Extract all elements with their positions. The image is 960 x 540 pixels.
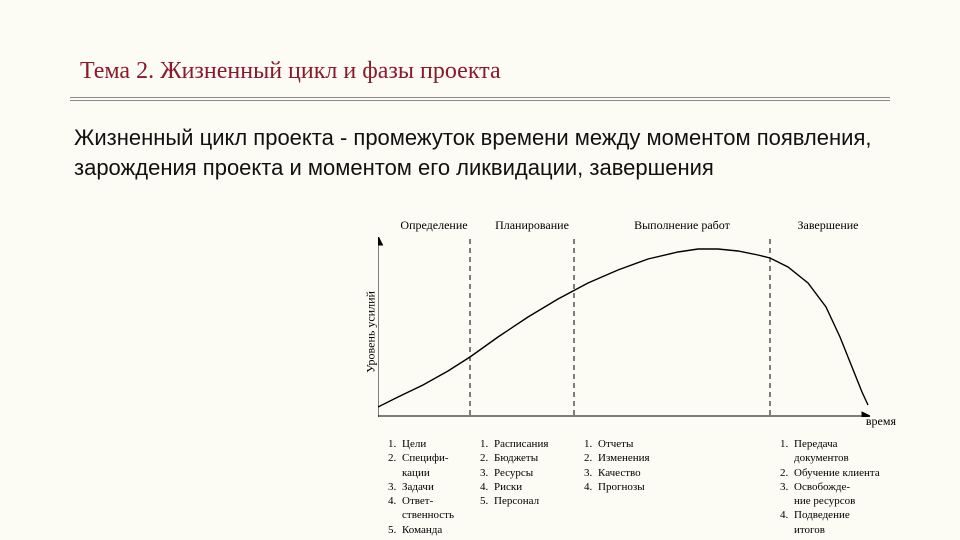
list-item: 4.Прогнозы [584,480,770,494]
list-item: 3.Качество [584,466,770,480]
chart-plot-area: Уровень усилий время [330,237,890,427]
list-item: 1.Цели [388,437,470,451]
chart-svg [378,237,876,417]
phase-header-row: Определение Планирование Выполнение рабо… [330,218,890,233]
phase-list-col: 1.Расписания2.Бюджеты3.Ресурсы4.Риски5.П… [480,437,584,537]
y-axis-label: Уровень усилий [363,291,378,373]
list-item: 5.Персонал [480,494,574,508]
phase-header: Завершение [780,218,876,233]
list-item: 2.Обучение клиента [780,466,880,480]
phase-header: Планирование [480,218,584,233]
phase-header: Выполнение работ [584,218,780,233]
page-title: Тема 2. Жизненный цикл и фазы проекта [0,0,960,97]
list-item: 4.Ответ- ственность [388,494,470,523]
list-item: 3.Задачи [388,480,470,494]
list-item: 2.Изменения [584,451,770,465]
list-item: 2.Бюджеты [480,451,574,465]
phase-header: Определение [388,218,480,233]
list-item: 1.Расписания [480,437,574,451]
list-item: 3.Освобожде- ние ресурсов [780,480,880,509]
phase-list-col: 1.Передача документов2.Обучение клиента3… [780,437,890,537]
list-item: 1.Отчеты [584,437,770,451]
list-item: 3.Ресурсы [480,466,574,480]
phase-list-col: 1.Цели2.Специфи- кации3.Задачи4.Ответ- с… [388,437,480,537]
list-item: 5.Команда [388,523,470,537]
phase-lists: 1.Цели2.Специфи- кации3.Задачи4.Ответ- с… [330,437,890,537]
lifecycle-chart: Определение Планирование Выполнение рабо… [330,218,890,537]
phase-list-col: 1.Отчеты2.Изменения3.Качество4.Прогнозы [584,437,780,537]
list-item: 1.Передача документов [780,437,880,466]
definition-text: Жизненный цикл проекта - промежуток врем… [0,101,960,182]
list-item: 4.Подведение итогов [780,508,880,537]
list-item: 2.Специфи- кации [388,451,470,480]
list-item: 4.Риски [480,480,574,494]
